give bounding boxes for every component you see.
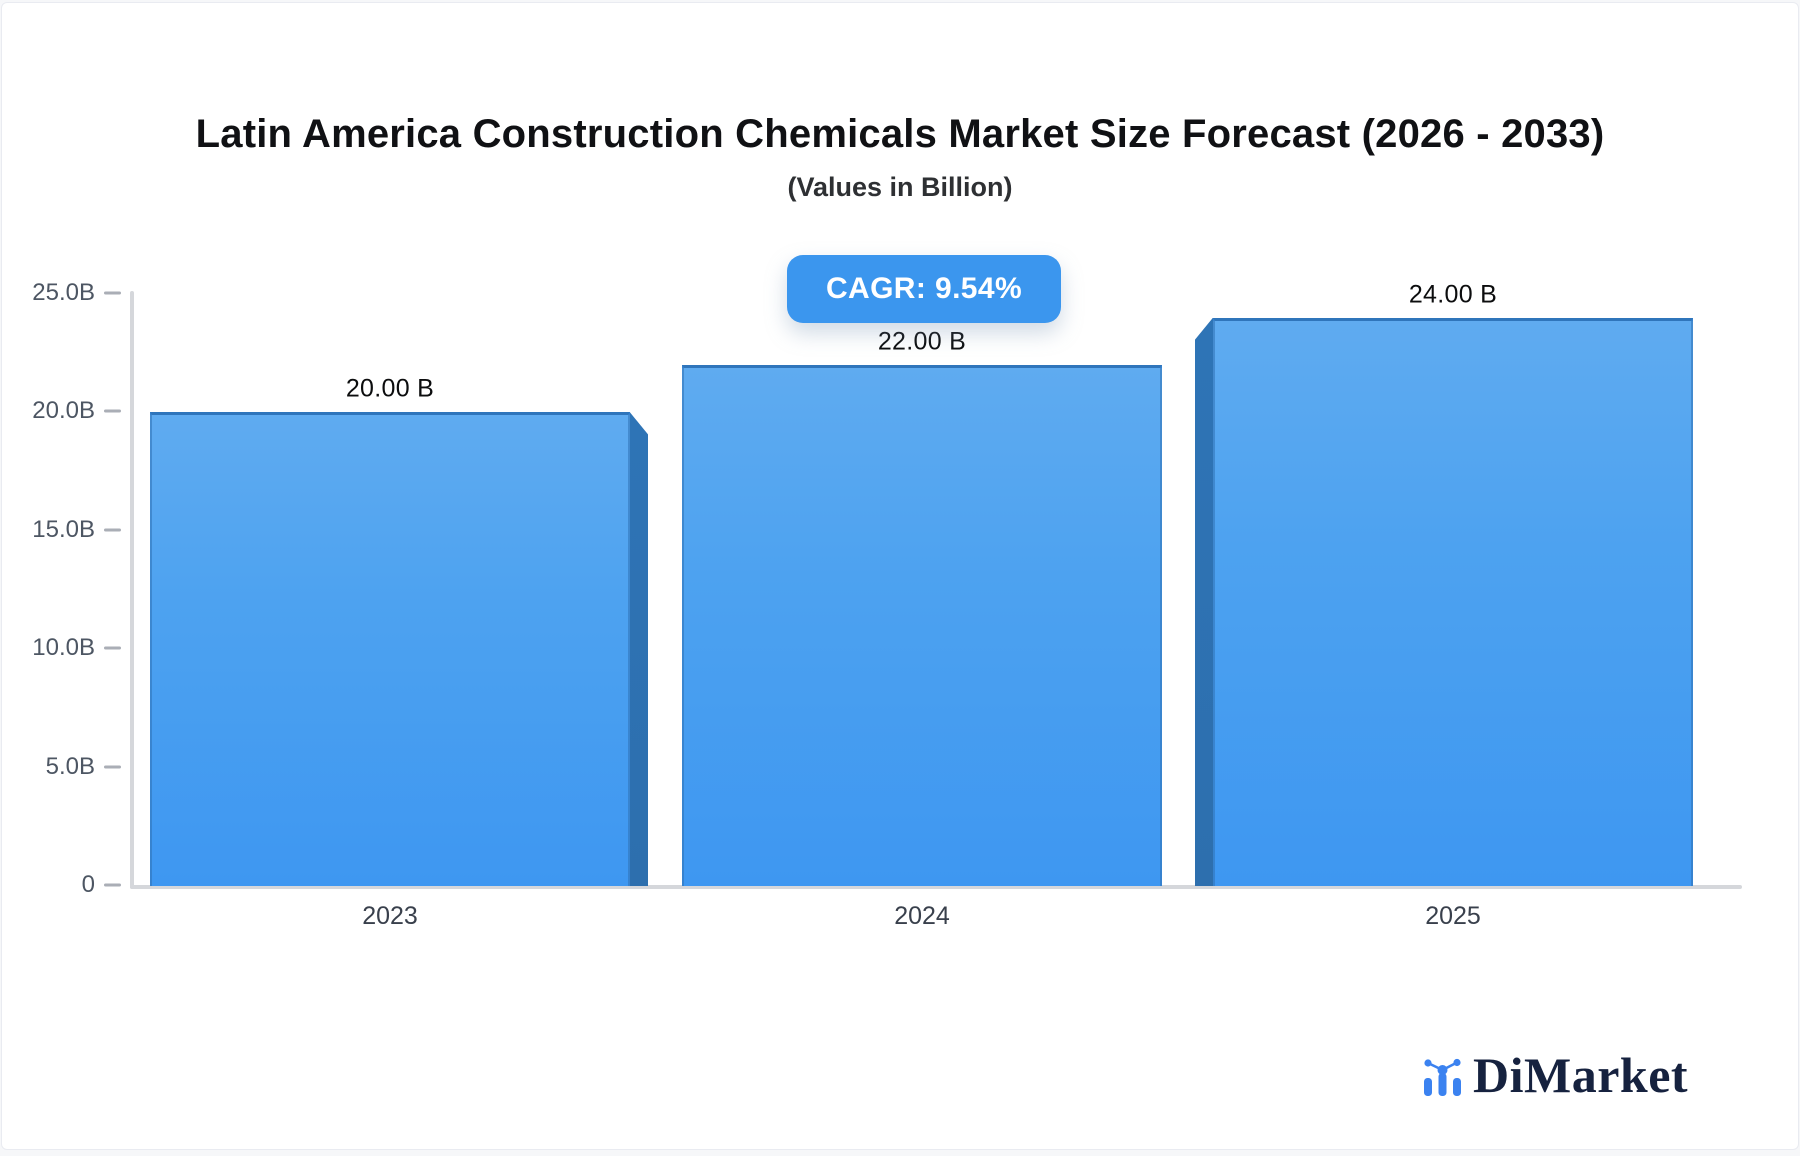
- y-axis-tick-label: 10.0B: [32, 634, 95, 662]
- x-axis-category-label: 2025: [1425, 902, 1481, 930]
- y-axis-tick-mark: [104, 765, 121, 769]
- bar-value-label: 22.00 B: [877, 327, 967, 356]
- dimarket-logo: DiMarket: [1421, 1040, 1688, 1100]
- y-axis-tick-label: 0: [81, 871, 95, 898]
- y-axis-line: [130, 291, 134, 889]
- cagr-badge: CAGR: 9.54%: [787, 255, 1061, 323]
- cagr-badge-label: CAGR: 9.54%: [825, 272, 1023, 305]
- y-axis-tick-label: 20.0B: [32, 397, 95, 425]
- y-axis-tick-mark: [104, 883, 121, 887]
- y-axis-tick-label: 5.0B: [45, 752, 95, 780]
- mini-bar-chart-logo-icon: [1424, 1058, 1461, 1096]
- x-axis-line: [130, 885, 1742, 889]
- chart-subtitle: (Values in Billion): [787, 172, 1013, 202]
- chart-title: Latin America Construction Chemicals Mar…: [195, 112, 1605, 156]
- y-axis-tick-mark: [104, 528, 121, 532]
- bar-2025[interactable]: [1213, 317, 1693, 886]
- logo-wordmark: DiMarket: [1473, 1047, 1689, 1103]
- y-axis-tick-label: 15.0B: [32, 515, 95, 543]
- bar-2024[interactable]: [682, 365, 1162, 886]
- x-axis-category-label: 2024: [894, 902, 950, 930]
- y-axis-tick-mark: [104, 646, 121, 650]
- bar-2023[interactable]: [150, 412, 630, 886]
- x-axis-category-label: 2023: [362, 902, 418, 930]
- y-axis-tick-label: 25.0B: [32, 279, 95, 306]
- bar-3d-side: [630, 412, 648, 886]
- bar-value-label: 24.00 B: [1408, 280, 1498, 309]
- y-axis-tick-mark: [104, 291, 121, 295]
- bar-3d-side: [1195, 317, 1213, 886]
- bar-value-label: 20.00 B: [345, 374, 435, 403]
- y-axis-tick-mark: [104, 409, 121, 413]
